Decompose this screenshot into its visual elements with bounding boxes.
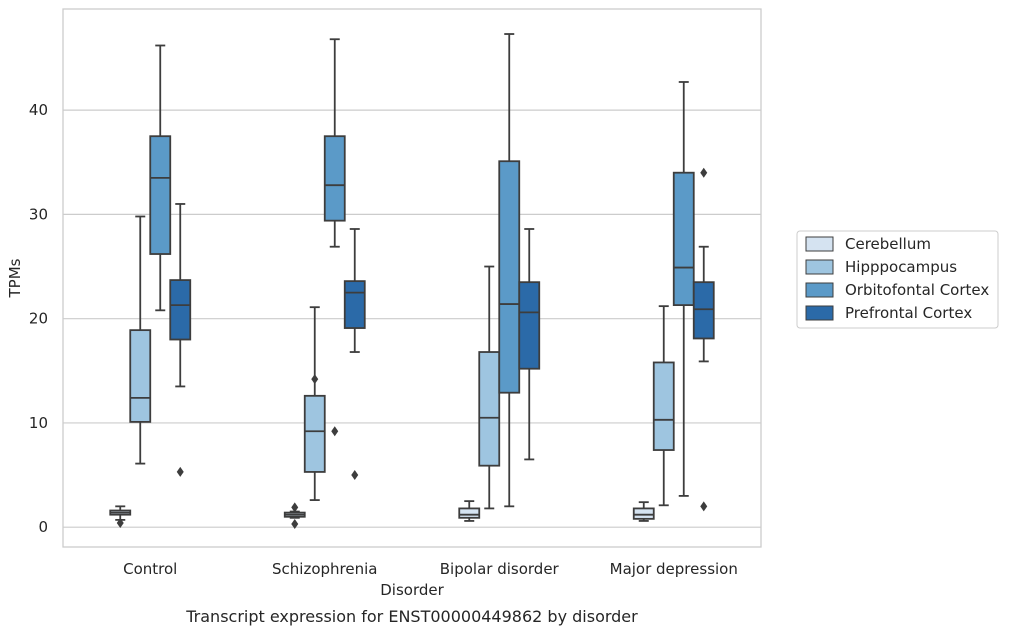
legend-label: Prefrontal Cortex xyxy=(845,304,972,322)
figure-caption: Transcript expression for ENST0000044986… xyxy=(185,607,638,626)
y-tick-label: 10 xyxy=(29,414,48,432)
box-3-3 xyxy=(692,167,715,512)
legend-frame xyxy=(796,230,999,329)
legend-label: Orbitofontal Cortex xyxy=(845,281,989,299)
y-axis-title: TPMs xyxy=(6,258,24,298)
legend-swatch xyxy=(805,236,834,252)
box-iqr xyxy=(323,135,346,222)
box-1-3 xyxy=(652,305,675,507)
x-tick-label: Schizophrenia xyxy=(272,560,377,578)
box-iqr xyxy=(632,507,655,520)
legend-swatch xyxy=(805,305,834,321)
outlier-marker xyxy=(700,501,708,512)
y-tick-label: 40 xyxy=(29,101,48,119)
boxes xyxy=(109,33,715,530)
y-tick-labels: 0 10 20 30 40 xyxy=(29,101,48,536)
legend-swatch xyxy=(805,282,834,298)
box-0-3 xyxy=(632,501,655,522)
outlier-marker xyxy=(291,502,299,513)
box-iqr xyxy=(652,361,675,451)
box-iqr xyxy=(129,329,152,423)
x-axis-title: Disorder xyxy=(380,581,444,599)
box-iqr xyxy=(672,171,695,307)
y-tick-label: 0 xyxy=(38,518,48,536)
box-iqr xyxy=(478,351,501,467)
y-tick-label: 30 xyxy=(29,205,48,223)
outlier-marker xyxy=(291,519,299,530)
box-iqr xyxy=(303,394,326,473)
outlier-marker xyxy=(351,470,359,481)
x-tick-label: Major depression xyxy=(610,560,738,578)
x-tick-label: Bipolar disorder xyxy=(440,560,560,578)
outlier-marker xyxy=(331,426,339,437)
box-0-2 xyxy=(458,500,481,522)
legend: Cerebellum Hipppocampus Orbitofontal Corte… xyxy=(796,230,999,329)
box-3-0 xyxy=(169,203,192,477)
plot-frame xyxy=(62,8,762,548)
box-iqr xyxy=(692,281,715,340)
box-3-1 xyxy=(343,228,366,481)
outlier-marker xyxy=(311,374,319,385)
x-tick-labels: Control Schizophrenia Bipolar disorder Majo… xyxy=(123,560,738,578)
box-1-2 xyxy=(478,265,501,510)
box-2-2 xyxy=(498,33,521,508)
box-2-1 xyxy=(323,38,346,437)
outlier-marker xyxy=(700,167,708,178)
legend-label: Hipppocampus xyxy=(845,258,957,276)
outlier-marker xyxy=(116,518,124,529)
box-2-0 xyxy=(149,44,172,312)
box-iqr xyxy=(498,160,521,394)
box-iqr xyxy=(343,280,366,329)
box-1-1 xyxy=(303,306,326,501)
box-1-0 xyxy=(129,215,152,465)
outlier-marker xyxy=(176,466,184,477)
box-0-1 xyxy=(283,502,306,530)
y-tick-label: 20 xyxy=(29,310,48,328)
box-2-3 xyxy=(672,81,695,497)
box-iqr xyxy=(458,507,481,519)
box-iqr xyxy=(518,281,541,370)
x-tick-label: Control xyxy=(123,560,177,578)
box-3-2 xyxy=(518,228,541,461)
box-0-0 xyxy=(109,505,132,529)
box-iqr xyxy=(149,135,172,255)
legend-label: Cerebellum xyxy=(845,235,931,253)
legend-swatch xyxy=(805,259,834,275)
box-iqr xyxy=(169,279,192,341)
